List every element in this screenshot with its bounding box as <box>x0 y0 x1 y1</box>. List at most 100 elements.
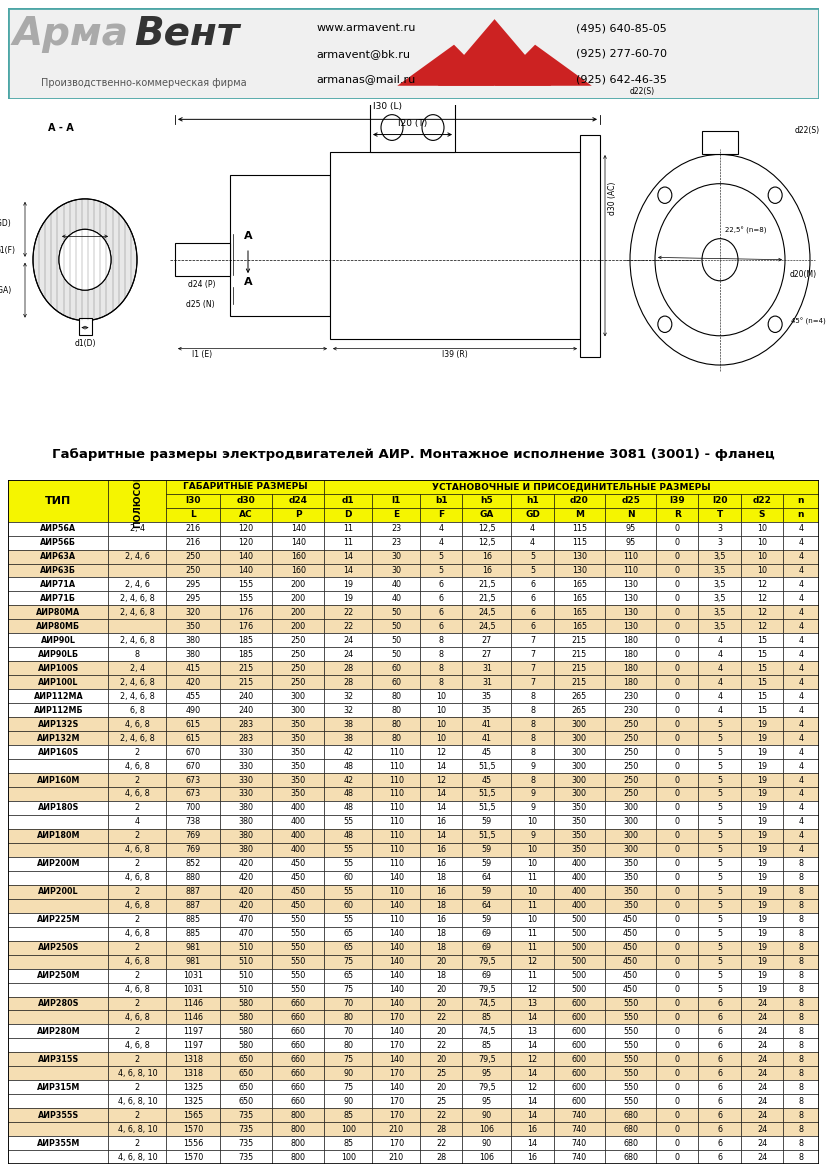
Bar <box>554 522 605 536</box>
Text: 19: 19 <box>757 943 767 952</box>
Text: 2, 4, 6, 8: 2, 4, 6, 8 <box>120 594 155 603</box>
Bar <box>554 787 605 801</box>
Bar <box>272 647 324 661</box>
Text: 650: 650 <box>238 1055 254 1064</box>
Bar <box>272 955 324 969</box>
Bar <box>372 536 420 550</box>
Bar <box>741 969 783 983</box>
Bar <box>420 927 462 941</box>
Text: 110: 110 <box>623 566 638 574</box>
Bar <box>462 494 511 508</box>
Bar <box>8 927 108 941</box>
Text: 420: 420 <box>238 901 254 910</box>
Text: 2: 2 <box>135 915 140 924</box>
Text: 885: 885 <box>185 929 201 938</box>
Bar <box>554 661 605 675</box>
Text: N: N <box>627 510 634 519</box>
Text: 22: 22 <box>436 1041 447 1049</box>
Bar <box>166 550 220 564</box>
Text: 24: 24 <box>757 999 767 1009</box>
Bar <box>166 494 220 508</box>
Text: 15: 15 <box>757 663 767 673</box>
Text: 295: 295 <box>185 594 201 603</box>
Text: 2, 4, 6, 8: 2, 4, 6, 8 <box>120 691 155 701</box>
Bar <box>783 1094 819 1108</box>
Text: 550: 550 <box>290 915 306 924</box>
Text: 18: 18 <box>437 901 447 910</box>
Circle shape <box>59 229 111 290</box>
Bar <box>372 969 420 983</box>
Bar <box>656 913 699 927</box>
Bar <box>783 633 819 647</box>
Bar <box>166 605 220 619</box>
Bar <box>699 661 741 675</box>
Text: 5: 5 <box>717 832 722 840</box>
Text: 80: 80 <box>343 1041 353 1049</box>
Bar <box>324 1011 372 1025</box>
Bar <box>272 717 324 731</box>
Bar <box>272 1039 324 1052</box>
Text: 400: 400 <box>572 873 587 882</box>
Bar <box>462 1136 511 1150</box>
Bar <box>656 842 699 856</box>
Text: 10: 10 <box>528 915 538 924</box>
Bar <box>699 675 741 689</box>
Bar <box>605 745 656 759</box>
Bar <box>372 997 420 1011</box>
Text: 0: 0 <box>675 1041 680 1049</box>
Text: АИР355S: АИР355S <box>38 1110 79 1120</box>
Bar <box>511 1136 554 1150</box>
Text: 19: 19 <box>757 776 767 785</box>
Text: 450: 450 <box>291 887 306 896</box>
Bar <box>272 997 324 1011</box>
Bar <box>605 815 656 828</box>
Bar <box>220 842 272 856</box>
Text: 165: 165 <box>571 608 587 617</box>
Bar <box>462 1039 511 1052</box>
Bar <box>272 870 324 885</box>
Text: АИР132S: АИР132S <box>38 720 79 729</box>
Bar <box>8 1094 108 1108</box>
Text: 5: 5 <box>717 887 722 896</box>
Text: 4: 4 <box>530 538 535 548</box>
Bar <box>511 536 554 550</box>
Text: АИР160S: АИР160S <box>38 748 79 757</box>
Bar <box>166 536 220 550</box>
Text: 6: 6 <box>717 1013 722 1021</box>
Text: 140: 140 <box>389 957 404 966</box>
Text: 6: 6 <box>717 1082 722 1092</box>
Text: 80: 80 <box>391 691 401 701</box>
Text: Габаритные размеры электродвигателей АИР. Монтажное исполнение 3081 (3001) - фла: Габаритные размеры электродвигателей АИР… <box>52 448 775 461</box>
Bar <box>8 1025 108 1039</box>
Text: 800: 800 <box>291 1138 306 1148</box>
Text: Арма: Арма <box>12 15 128 53</box>
Bar <box>783 885 819 899</box>
Bar <box>554 1066 605 1080</box>
Text: 19: 19 <box>757 859 767 868</box>
Bar <box>741 494 783 508</box>
Bar <box>372 633 420 647</box>
Bar <box>420 689 462 703</box>
Text: 769: 769 <box>185 832 201 840</box>
Text: 5: 5 <box>717 776 722 785</box>
Bar <box>324 1122 372 1136</box>
Bar <box>420 997 462 1011</box>
Bar <box>462 731 511 745</box>
Bar <box>220 633 272 647</box>
Bar <box>656 536 699 550</box>
Bar <box>699 619 741 633</box>
Bar <box>8 619 108 633</box>
Bar <box>699 885 741 899</box>
Bar <box>605 1136 656 1150</box>
Bar <box>8 564 108 578</box>
Bar <box>272 1080 324 1094</box>
Text: 185: 185 <box>238 649 254 659</box>
Bar <box>324 550 372 564</box>
Text: 1570: 1570 <box>183 1152 203 1162</box>
Text: 19: 19 <box>757 734 767 743</box>
Bar <box>462 955 511 969</box>
Bar <box>699 745 741 759</box>
Bar <box>783 703 819 717</box>
Text: АИР315S: АИР315S <box>38 1055 79 1064</box>
Bar <box>511 661 554 675</box>
